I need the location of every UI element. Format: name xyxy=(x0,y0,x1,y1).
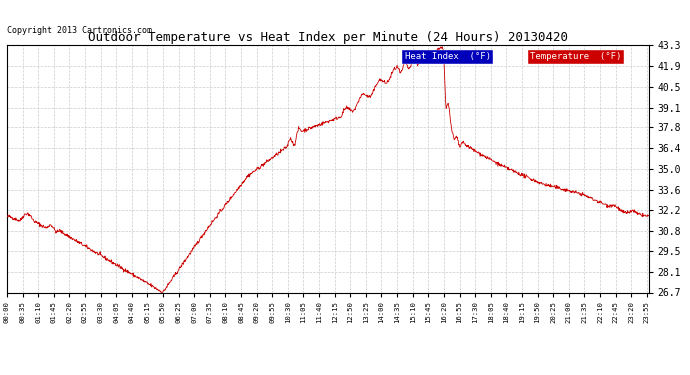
Text: Heat Index  (°F): Heat Index (°F) xyxy=(405,53,491,62)
Text: Copyright 2013 Cartronics.com: Copyright 2013 Cartronics.com xyxy=(7,26,152,35)
Title: Outdoor Temperature vs Heat Index per Minute (24 Hours) 20130420: Outdoor Temperature vs Heat Index per Mi… xyxy=(88,31,568,44)
Text: Temperature  (°F): Temperature (°F) xyxy=(530,53,621,62)
